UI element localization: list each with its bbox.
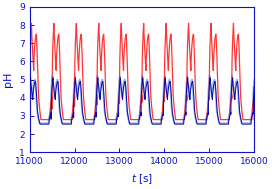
- Y-axis label: pH: pH: [4, 72, 14, 87]
- X-axis label: $t$ [s]: $t$ [s]: [131, 172, 153, 186]
